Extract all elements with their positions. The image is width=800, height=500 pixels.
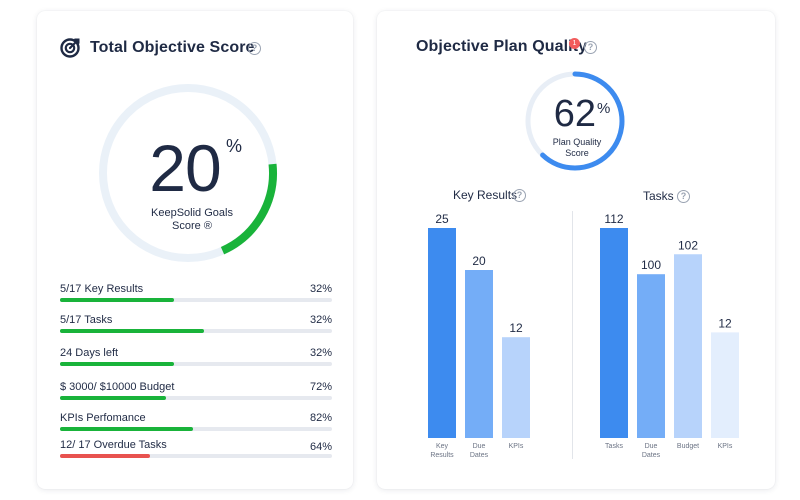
chart-divider	[572, 211, 573, 459]
bar[interactable]	[711, 332, 739, 438]
metric-progress-fill	[60, 362, 175, 366]
metric-progress-fill	[60, 396, 167, 400]
metric-key-results: 5/17 Key Results 32%	[60, 283, 332, 313]
bar-charts: 25 Key Results 20 Due Dates 12 KPIs 112 Tasks 100 D…	[428, 212, 739, 459]
metric-kpis-performance: KPIs Perfomance 82%	[60, 412, 332, 442]
score-label-line1: KeepSolid Goals	[151, 207, 233, 219]
objective-plan-quality-card: Objective Plan Quality 1 ? 62 % Plan Qua…	[377, 11, 775, 489]
metric-label: KPIs Perfomance	[60, 412, 146, 424]
metric-progress-track	[60, 427, 332, 431]
target-icon	[60, 38, 80, 58]
bar-category-label: Due	[473, 443, 486, 450]
bar-value-label: 112	[604, 212, 623, 226]
metric-progress-fill	[60, 298, 175, 302]
plan-quality-label: Plan Quality Score	[542, 137, 612, 159]
help-icon[interactable]: ?	[677, 190, 690, 203]
gauge-progress-arc	[525, 71, 625, 171]
metric-progress-track	[60, 454, 332, 458]
tasks-chart-title: Tasks	[643, 189, 674, 203]
metric-label: 5/17 Tasks	[60, 314, 113, 326]
metric-progress-fill	[60, 427, 194, 431]
score-value: 20	[149, 131, 221, 205]
gauge-progress-arc	[99, 84, 277, 262]
total-objective-score-card: Total Objective Score ? 20 % KeepSolid G…	[37, 11, 353, 489]
metric-percent: 64%	[309, 441, 332, 453]
metric-label: 24 Days left	[60, 347, 119, 359]
bar-value-label: 102	[678, 238, 698, 252]
bar-value-label: 20	[472, 254, 486, 268]
card-title: Objective Plan Quality	[416, 38, 588, 55]
metric-percent: 32%	[309, 283, 332, 295]
bar-category-label: Budget	[677, 443, 699, 450]
bar-category-label: KPIs	[718, 443, 733, 450]
bar-category-label: KPIs	[509, 443, 524, 450]
bar-category-label: Key	[436, 443, 449, 450]
score-label-line2: Score ®	[172, 220, 212, 232]
bar[interactable]	[428, 228, 456, 438]
bar-category-label: Due	[645, 443, 658, 450]
bar-category-label: Results	[430, 452, 454, 459]
help-icon[interactable]: ?	[248, 42, 261, 55]
metric-progress-track	[60, 362, 332, 366]
bar[interactable]	[502, 337, 530, 438]
plan-quality-gauge	[525, 71, 625, 171]
help-icon[interactable]: ?	[513, 189, 526, 202]
bar[interactable]	[600, 228, 628, 438]
metric-progress-track	[60, 396, 332, 400]
plan-quality-label-line1: Plan Quality	[552, 137, 602, 147]
bar[interactable]	[465, 270, 493, 438]
metric-percent: 72%	[309, 381, 332, 393]
bar-category-label: Tasks	[605, 443, 623, 450]
bar-value-label: 100	[641, 258, 661, 272]
help-icon[interactable]: ?	[584, 41, 597, 54]
bar-category-label: Dates	[470, 452, 489, 459]
bar[interactable]	[637, 274, 665, 438]
bar[interactable]	[674, 254, 702, 438]
key-results-chart-title: Key Results	[453, 188, 518, 202]
metric-progress-fill	[60, 454, 150, 458]
metric-percent: 32%	[309, 347, 332, 359]
metric-percent: 82%	[309, 412, 332, 424]
metric-days-left: 24 Days left 32%	[60, 347, 332, 377]
notification-badge[interactable]: 1	[569, 38, 580, 49]
bar-value-label: 12	[509, 321, 523, 335]
score-gauge	[99, 84, 277, 262]
metric-tasks: 5/17 Tasks 32%	[60, 314, 332, 344]
metric-label: $ 3000/ $10000 Budget	[60, 381, 175, 393]
bar-category-label: Dates	[642, 452, 661, 459]
score-unit: %	[226, 136, 243, 156]
metric-budget: $ 3000/ $10000 Budget 72%	[60, 381, 332, 411]
bar-value-label: 12	[718, 316, 732, 330]
plan-quality-value: 62	[553, 93, 596, 135]
metric-percent: 32%	[309, 314, 332, 326]
score-label: KeepSolid Goals Score ®	[133, 207, 251, 233]
plan-quality-unit: %	[597, 100, 611, 117]
metric-progress-fill	[60, 329, 205, 333]
card-title: Total Objective Score	[90, 39, 255, 56]
plan-quality-label-line2: Score	[565, 148, 589, 158]
metric-overdue-tasks: 12/ 17 Overdue Tasks 64%	[60, 439, 332, 469]
metric-progress-track	[60, 329, 332, 333]
bar-value-label: 25	[435, 212, 449, 226]
metric-label: 5/17 Key Results	[60, 283, 144, 295]
metric-label: 12/ 17 Overdue Tasks	[60, 439, 167, 451]
metric-progress-track	[60, 298, 332, 302]
